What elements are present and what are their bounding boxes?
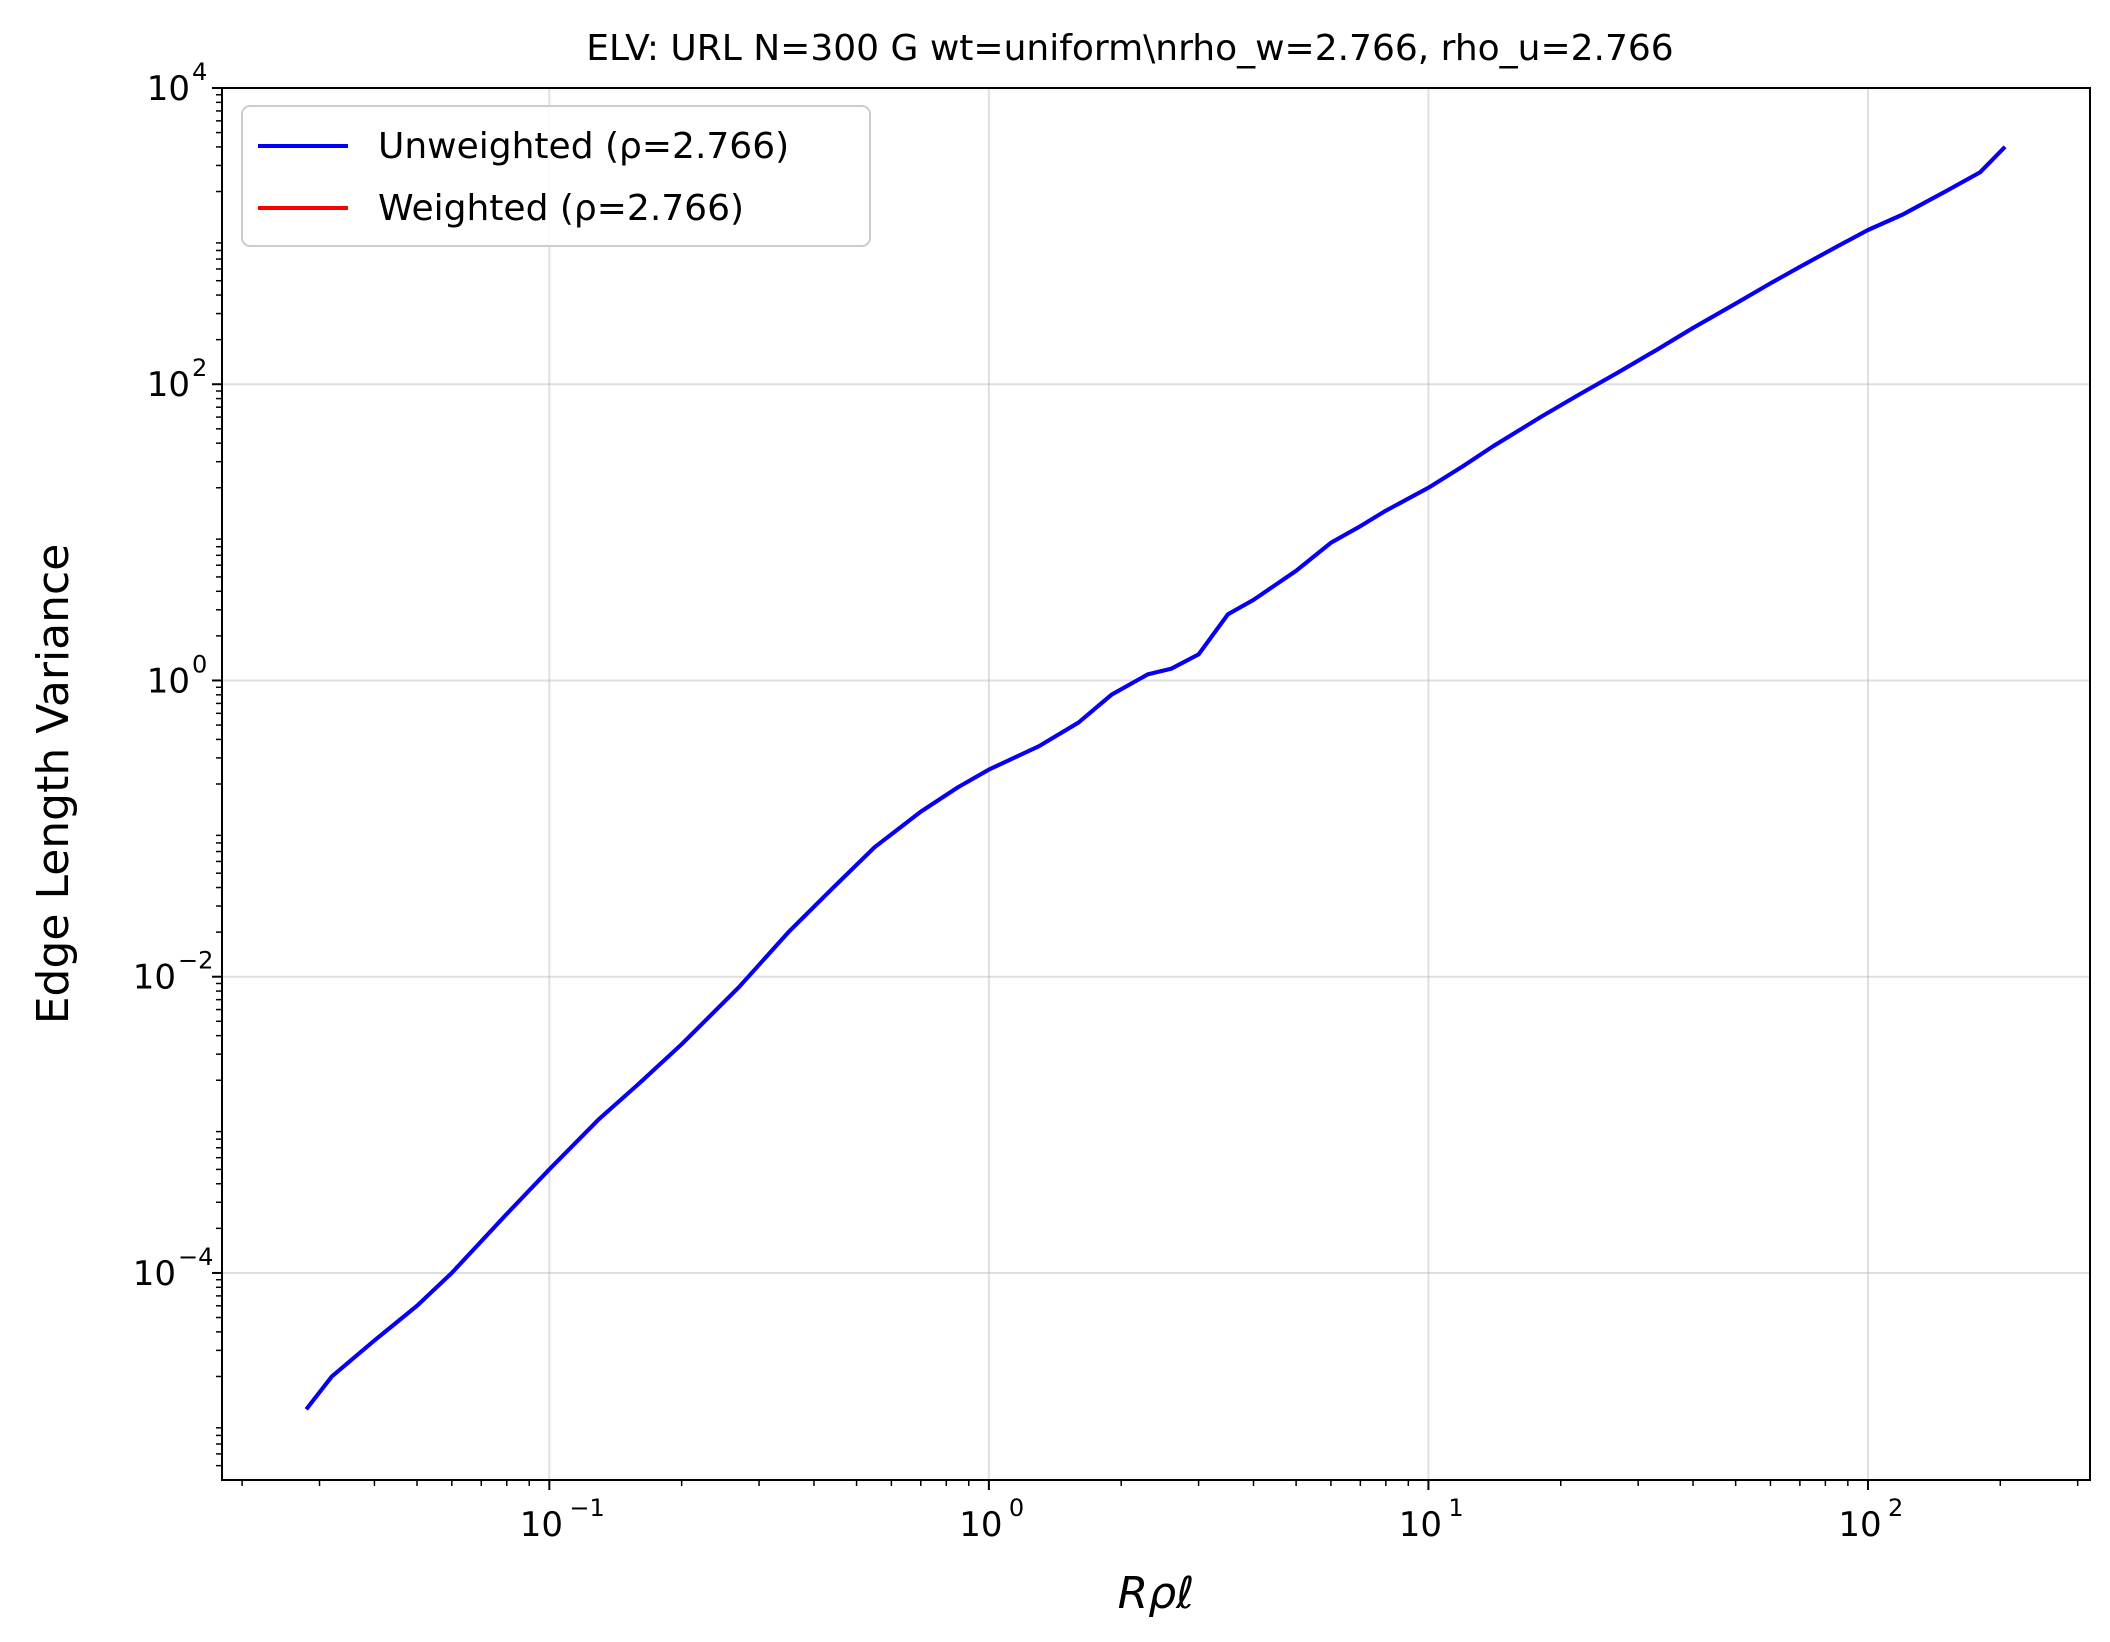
y-tick-exponent: 4 <box>192 58 207 86</box>
y-tick-exponent: 2 <box>192 354 207 382</box>
x-tick-exponent: −1 <box>569 1494 604 1522</box>
y-axis-label: Edge Length Variance <box>28 544 79 1025</box>
x-tick-label: 10 <box>1838 1505 1881 1545</box>
minor-ticks <box>216 94 2079 1486</box>
x-axis-ticks: 10 −1 10 0 10 1 10 2 <box>520 1480 1903 1545</box>
x-axis-label: Rρℓ <box>1118 1568 1195 1619</box>
legend-box <box>241 105 871 247</box>
x-tick-exponent: 0 <box>1009 1494 1024 1522</box>
series-lines <box>304 145 2007 1411</box>
legend: Unweighted (ρ=2.766) Weighted (ρ=2.766) <box>241 105 871 247</box>
chart-title: ELV: URL N=300 G wt=uniform\nrho_w=2.766… <box>586 28 1673 69</box>
y-tick-label: 10 <box>147 69 190 109</box>
x-tick-label: 10 <box>520 1505 563 1545</box>
y-tick-label: 10 <box>133 1254 176 1294</box>
x-tick-label: 10 <box>1399 1505 1442 1545</box>
legend-label-unweighted: Unweighted (ρ=2.766) <box>378 126 789 167</box>
x-tick-exponent: 2 <box>1888 1494 1903 1522</box>
y-tick-label: 10 <box>133 958 176 998</box>
y-tick-exponent: 0 <box>192 650 207 678</box>
y-tick-exponent: −4 <box>178 1243 213 1271</box>
plot-area-frame <box>221 87 2091 1481</box>
series-line-unweighted <box>304 145 2007 1411</box>
legend-label-weighted: Weighted (ρ=2.766) <box>378 188 744 229</box>
x-tick-exponent: 1 <box>1448 1494 1463 1522</box>
y-tick-label: 10 <box>147 661 190 701</box>
y-tick-label: 10 <box>147 365 190 405</box>
y-tick-exponent: −2 <box>178 947 213 975</box>
x-tick-label: 10 <box>959 1505 1002 1545</box>
